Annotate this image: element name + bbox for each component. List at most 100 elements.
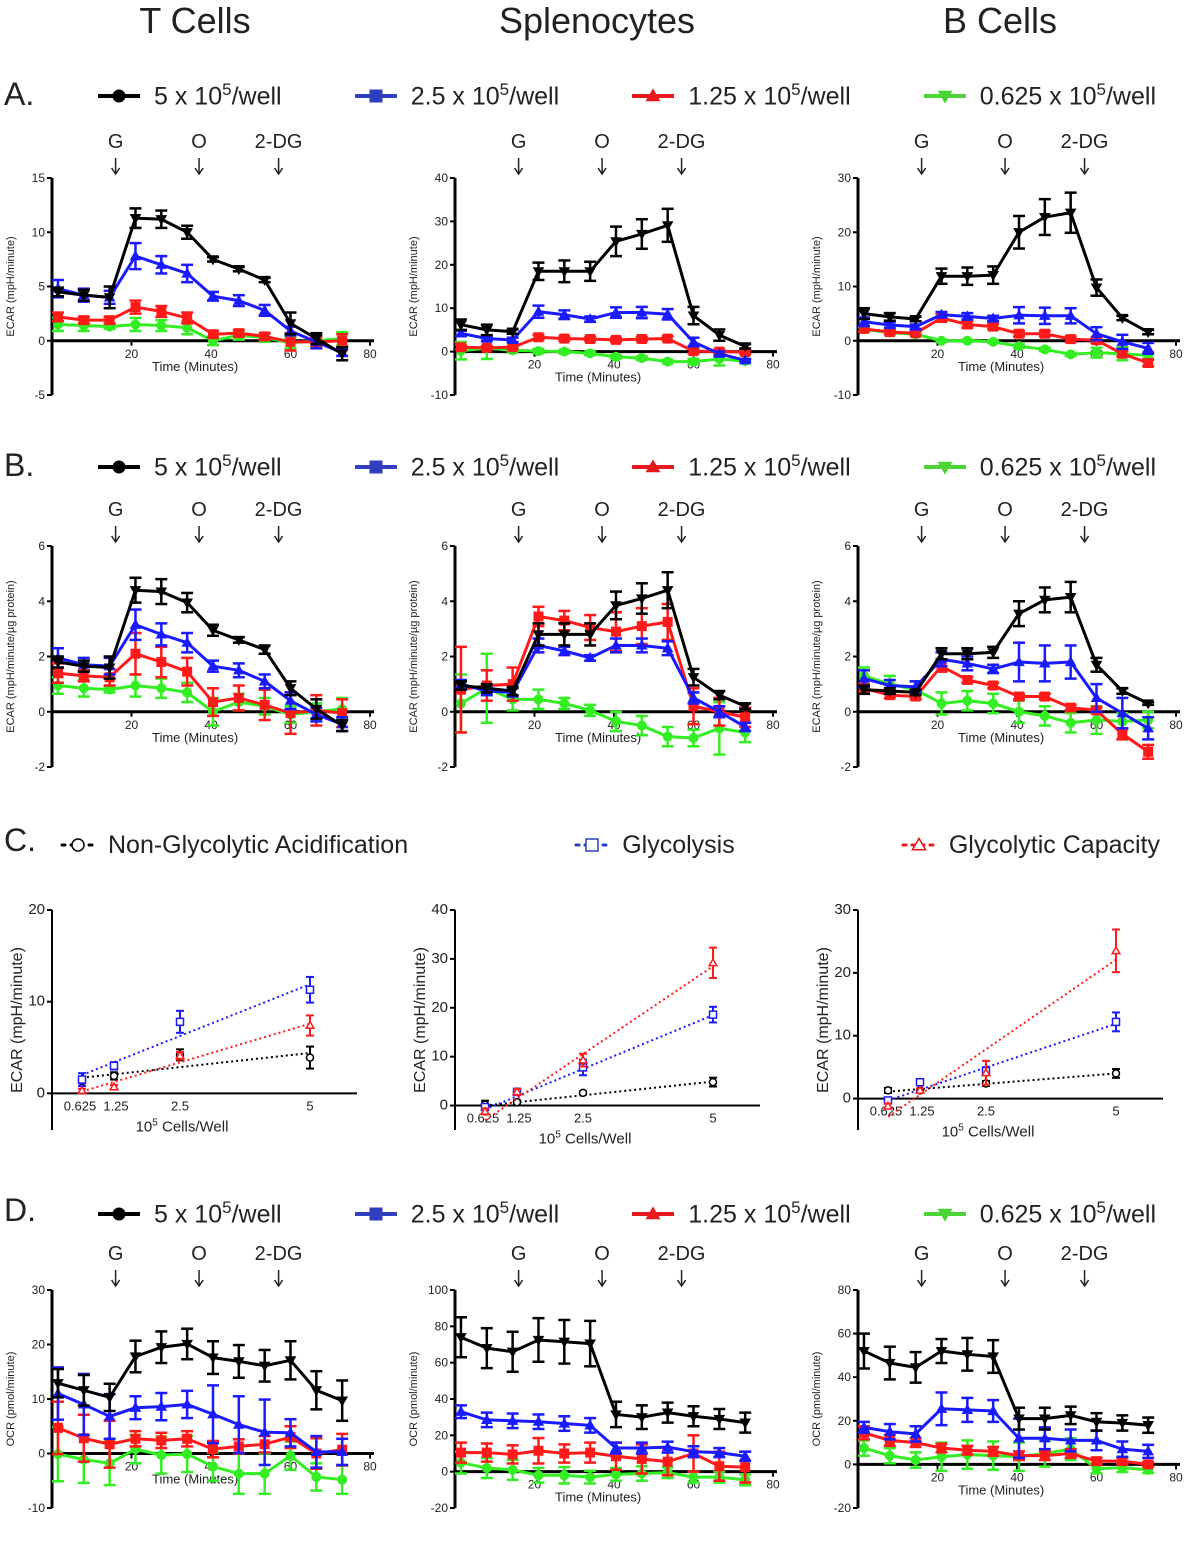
injection-label: 2-DG [1061,499,1109,521]
fit-line [887,1072,1117,1093]
series-line [460,223,746,348]
data-point [585,705,596,716]
data-point [858,1443,869,1454]
data-point [1013,656,1025,667]
data-point [610,716,621,727]
y-tick-label: 0 [440,1097,448,1114]
data-point [305,985,315,994]
data-point [1013,1432,1025,1443]
y-tick-label: 40 [838,1370,852,1384]
x-tick-label: 2.5 [977,1104,995,1119]
data-point [610,306,622,317]
data-point [636,1442,648,1453]
series-1 [454,207,752,353]
data-point [610,1442,622,1453]
data-point [584,1339,596,1350]
x-tick-label: 40 [1010,1470,1024,1484]
data-point [739,354,751,365]
series-line [460,588,746,708]
injection-label: G [108,499,124,521]
y-axis-label: ECAR (mpH/minute) [412,947,429,1093]
data-point [233,664,245,675]
x-tick-label: 0.625 [870,1104,903,1119]
data-point [182,666,193,677]
data-point [884,1450,895,1461]
legend-item: 0.625 x 105/well [922,1198,1156,1229]
data-point [1091,715,1102,726]
y-axis-label: ECAR (mpH/minute) [408,236,420,336]
data-point [558,1337,571,1348]
data-point [1116,1418,1129,1429]
data-point [310,1445,323,1456]
section-label-c: C. [4,822,36,858]
data-point [1091,347,1102,358]
series-4 [857,1436,1155,1475]
data-point [713,705,726,716]
x-tick-label: 60 [687,1478,701,1492]
injection-label: 2-DG [255,1243,303,1265]
data-point [181,1339,193,1350]
data-point [910,1455,921,1466]
y-axis-label: ECAR (mpH/minute) [811,236,823,336]
legend-label: 2.5 x 105/well [410,1198,560,1229]
y-tick-label: 4 [441,594,448,608]
x-axis-label: Time (Minutes) [958,359,1044,374]
data-point [174,1050,186,1060]
data-point [207,1353,219,1364]
data-point [961,272,974,283]
data-point [739,342,751,353]
y-axis-label: ECAR (mpH/minute/µg protein) [408,580,420,732]
data-point [636,306,648,317]
down-arrow-icon [513,526,524,544]
series-line [863,1407,1149,1453]
data-point [1142,342,1154,353]
data-point [481,1447,492,1458]
data-point [559,1470,570,1481]
x-axis-label: Time (Minutes) [555,370,641,385]
y-tick-label: 6 [441,539,448,553]
data-point [129,586,142,597]
legend-label: Glycolytic Capacity [948,830,1160,859]
data-point [52,657,64,668]
data-point [506,327,519,338]
y-tick-label: 0 [843,1090,851,1107]
legend-item: 5 x 105/well [96,1198,282,1229]
down-arrow-icon [597,1270,607,1288]
data-point [130,302,141,313]
legend-dotted-marker-icon [60,838,96,852]
data-point [1116,335,1129,346]
legend-label: 1.25 x 105/well [688,451,851,482]
data-point [284,319,297,330]
data-point [507,1464,518,1475]
data-point [713,331,726,342]
data-point [336,1445,348,1456]
down-arrow-icon [916,158,927,176]
data-point [962,695,973,706]
legend-line-marker-icon [354,89,397,103]
x-tick-label: 5 [1112,1104,1119,1119]
chart-A-splenocytes: -1001020304020406080Time (Minutes)GO2-DG… [408,131,780,402]
data-point [1142,1421,1154,1432]
data-point [610,1469,621,1480]
data-point [156,320,167,331]
y-tick-label: -20 [834,1501,852,1515]
data-point [636,1413,648,1424]
data-point [988,1446,999,1457]
down-arrow-icon [194,158,204,176]
legend-label: 2.5 x 105/well [410,80,560,111]
data-point [1143,746,1154,757]
data-point [181,636,193,647]
data-point [259,699,270,710]
data-point [909,320,922,331]
data-point [533,611,544,622]
y-tick-label: 0 [844,705,851,719]
y-axis-label: ECAR (mpH/minute) [815,947,832,1093]
data-point [882,1100,894,1110]
data-point [304,1020,316,1030]
x-tick-label: 5 [306,1098,313,1113]
data-point [636,594,648,605]
down-arrow-icon [597,526,607,544]
data-point [688,346,699,357]
down-arrow-icon [273,526,284,544]
